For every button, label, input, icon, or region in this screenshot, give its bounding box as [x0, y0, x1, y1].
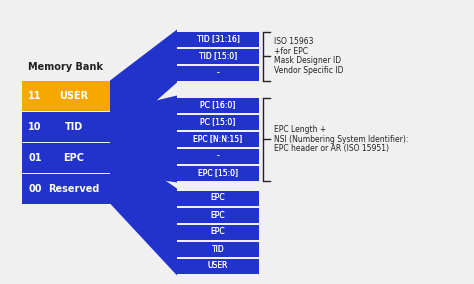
Text: NSI (Numbering System Identifier):: NSI (Numbering System Identifier):: [274, 135, 409, 143]
Text: EPC: EPC: [210, 193, 225, 202]
Text: EPC: EPC: [210, 227, 225, 237]
Polygon shape: [110, 95, 177, 183]
Text: Memory Bank: Memory Bank: [28, 62, 103, 72]
Bar: [177, 258, 259, 273]
Text: EPC [15:0]: EPC [15:0]: [198, 168, 238, 178]
Bar: [22, 80, 110, 110]
Bar: [22, 143, 110, 172]
Bar: [177, 114, 259, 130]
Bar: [177, 66, 259, 80]
Text: PC [16:0]: PC [16:0]: [201, 101, 236, 110]
Text: TID [31:16]: TID [31:16]: [197, 34, 239, 43]
Text: PC [15:0]: PC [15:0]: [201, 118, 236, 126]
Text: EPC: EPC: [64, 153, 84, 162]
Text: EPC [N:N:15]: EPC [N:N:15]: [193, 135, 243, 143]
Text: TID [15:0]: TID [15:0]: [199, 51, 237, 60]
Text: EPC Length +: EPC Length +: [274, 125, 326, 134]
Text: 01: 01: [28, 153, 42, 162]
Text: -: -: [217, 151, 219, 160]
Bar: [177, 149, 259, 164]
Text: EPC [N:N:15]: EPC [N:N:15]: [193, 135, 243, 143]
Bar: [177, 66, 259, 80]
Text: -: -: [217, 68, 219, 78]
Text: USER: USER: [208, 262, 228, 270]
Bar: [177, 258, 259, 273]
Text: TID [31:16]: TID [31:16]: [197, 34, 239, 43]
Text: EPC: EPC: [210, 193, 225, 202]
Text: EPC header or AR (ISO 15951): EPC header or AR (ISO 15951): [274, 144, 389, 153]
Text: ISO 15963: ISO 15963: [274, 37, 313, 46]
Bar: [177, 166, 259, 181]
Polygon shape: [110, 30, 177, 141]
Bar: [177, 241, 259, 256]
Bar: [22, 174, 110, 204]
Text: PC [16:0]: PC [16:0]: [201, 101, 236, 110]
Bar: [177, 241, 259, 256]
Bar: [177, 114, 259, 130]
Text: TID: TID: [65, 122, 83, 131]
Text: 00: 00: [28, 183, 42, 193]
Bar: [22, 112, 110, 141]
Bar: [177, 208, 259, 222]
Text: +for EPC: +for EPC: [274, 47, 308, 56]
Text: Reserved: Reserved: [48, 183, 100, 193]
Text: TID: TID: [211, 245, 224, 254]
Bar: [177, 166, 259, 181]
Bar: [177, 149, 259, 164]
Text: 10: 10: [28, 122, 42, 131]
Text: EPC: EPC: [210, 210, 225, 220]
Bar: [177, 32, 259, 47]
Text: -: -: [217, 68, 219, 78]
Bar: [177, 97, 259, 112]
Text: PC [15:0]: PC [15:0]: [201, 118, 236, 126]
Text: 11: 11: [28, 91, 42, 101]
Bar: [177, 97, 259, 112]
Text: Vendor Specific ID: Vendor Specific ID: [274, 66, 344, 75]
Bar: [177, 224, 259, 239]
Text: EPC [15:0]: EPC [15:0]: [198, 168, 238, 178]
Text: EPC: EPC: [210, 227, 225, 237]
Bar: [177, 131, 259, 147]
Text: TID [15:0]: TID [15:0]: [199, 51, 237, 60]
Bar: [177, 191, 259, 206]
Bar: [177, 49, 259, 64]
Bar: [177, 191, 259, 206]
Text: USER: USER: [59, 91, 89, 101]
Bar: [177, 49, 259, 64]
Bar: [177, 224, 259, 239]
Text: TID: TID: [211, 245, 224, 254]
Text: Mask Designer ID: Mask Designer ID: [274, 56, 341, 65]
Text: -: -: [217, 151, 219, 160]
Text: USER: USER: [208, 262, 228, 270]
Bar: [177, 208, 259, 222]
Polygon shape: [110, 143, 177, 275]
Text: EPC: EPC: [210, 210, 225, 220]
Bar: [177, 131, 259, 147]
Bar: [177, 32, 259, 47]
